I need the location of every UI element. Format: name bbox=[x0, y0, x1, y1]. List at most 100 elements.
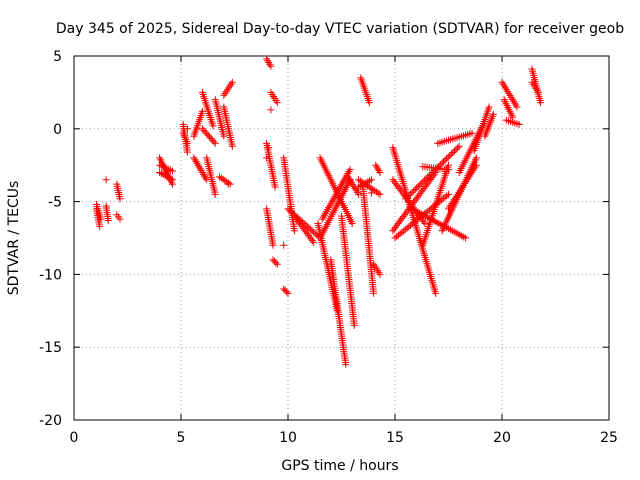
data-point bbox=[281, 286, 289, 294]
data-point bbox=[424, 173, 432, 181]
x-tick-label: 20 bbox=[493, 430, 511, 446]
data-point bbox=[216, 173, 224, 181]
data-point bbox=[449, 148, 457, 156]
data-point bbox=[443, 155, 451, 163]
data-point bbox=[204, 131, 212, 139]
data-point bbox=[462, 178, 470, 186]
data-point bbox=[273, 260, 281, 268]
chart-title: Day 345 of 2025, Sidereal Day-to-day VTE… bbox=[56, 21, 624, 37]
x-axis-label: GPS time / hours bbox=[281, 458, 398, 474]
data-point bbox=[413, 184, 421, 192]
data-point bbox=[401, 211, 409, 219]
data-point bbox=[350, 321, 358, 329]
data-point bbox=[485, 103, 493, 111]
data-point bbox=[412, 209, 420, 217]
data-point bbox=[272, 259, 280, 267]
data-point bbox=[414, 182, 422, 190]
data-point bbox=[348, 219, 356, 227]
data-point bbox=[356, 177, 364, 185]
data-point bbox=[267, 106, 275, 114]
data-point bbox=[398, 214, 406, 222]
data-point bbox=[448, 199, 456, 207]
data-point bbox=[472, 161, 480, 169]
data-point bbox=[376, 190, 384, 198]
data-point bbox=[224, 180, 232, 188]
data-point bbox=[367, 176, 375, 184]
data-point bbox=[217, 174, 225, 182]
data-point bbox=[287, 208, 295, 216]
data-point bbox=[313, 231, 321, 239]
data-point bbox=[271, 183, 279, 191]
data-point bbox=[454, 144, 462, 152]
data-point bbox=[422, 175, 430, 183]
data-point bbox=[454, 190, 462, 198]
data-point bbox=[402, 195, 410, 203]
data-point bbox=[537, 99, 545, 107]
data-point bbox=[397, 216, 405, 224]
data-point bbox=[461, 179, 469, 187]
data-point bbox=[439, 158, 447, 166]
data-point bbox=[391, 223, 399, 231]
data-point bbox=[445, 190, 452, 198]
data-point bbox=[190, 154, 198, 162]
data-point bbox=[393, 221, 401, 229]
data-point bbox=[183, 139, 191, 147]
data-point bbox=[375, 167, 383, 175]
data-point bbox=[468, 168, 476, 176]
data-point bbox=[423, 181, 431, 189]
data-point bbox=[228, 78, 236, 86]
data-point bbox=[460, 181, 468, 189]
data-point bbox=[414, 193, 422, 201]
data-point bbox=[467, 170, 475, 178]
data-point bbox=[450, 147, 458, 155]
data-point bbox=[417, 179, 425, 187]
data-point bbox=[432, 289, 440, 297]
data-point bbox=[451, 194, 459, 202]
y-tick-label: -10 bbox=[39, 267, 62, 283]
data-point bbox=[441, 156, 449, 164]
data-point bbox=[365, 99, 373, 107]
data-point bbox=[472, 154, 480, 162]
data-point bbox=[194, 161, 202, 169]
data-point bbox=[465, 172, 473, 180]
data-point bbox=[201, 128, 209, 136]
data-point bbox=[445, 166, 452, 174]
data-point bbox=[427, 170, 435, 178]
data-point bbox=[265, 144, 273, 152]
data-point bbox=[286, 206, 294, 214]
data-point bbox=[183, 148, 191, 156]
data-point bbox=[168, 176, 176, 184]
data-point bbox=[206, 133, 214, 141]
data-point bbox=[374, 165, 382, 173]
data-point bbox=[425, 172, 433, 180]
data-point bbox=[403, 207, 411, 215]
data-point bbox=[515, 120, 523, 128]
data-point bbox=[284, 289, 292, 297]
data-point bbox=[443, 192, 451, 200]
data-point bbox=[417, 188, 425, 196]
data-point bbox=[202, 174, 210, 182]
data-point bbox=[411, 185, 419, 193]
data-point bbox=[457, 185, 465, 193]
data-point bbox=[195, 163, 203, 171]
data-point bbox=[183, 125, 191, 133]
data-point bbox=[219, 175, 227, 183]
data-point bbox=[273, 99, 281, 107]
axis-ticks: 0 5 10 15 20 25 -20 -15 -10 -5 0 5 bbox=[39, 49, 618, 446]
y-tick-label: 0 bbox=[53, 122, 62, 138]
data-point bbox=[389, 227, 397, 235]
data-point bbox=[201, 172, 209, 180]
grid-lines bbox=[74, 56, 609, 420]
data-point bbox=[263, 154, 271, 162]
data-point bbox=[420, 184, 428, 192]
data-point bbox=[445, 205, 452, 213]
data-point bbox=[416, 190, 424, 198]
data-point bbox=[365, 183, 373, 191]
data-point bbox=[280, 285, 288, 293]
data-point bbox=[453, 192, 461, 200]
data-point bbox=[420, 218, 428, 226]
data-point bbox=[416, 181, 424, 189]
data-point bbox=[211, 139, 219, 147]
data-point bbox=[421, 183, 429, 191]
data-point bbox=[97, 215, 105, 223]
